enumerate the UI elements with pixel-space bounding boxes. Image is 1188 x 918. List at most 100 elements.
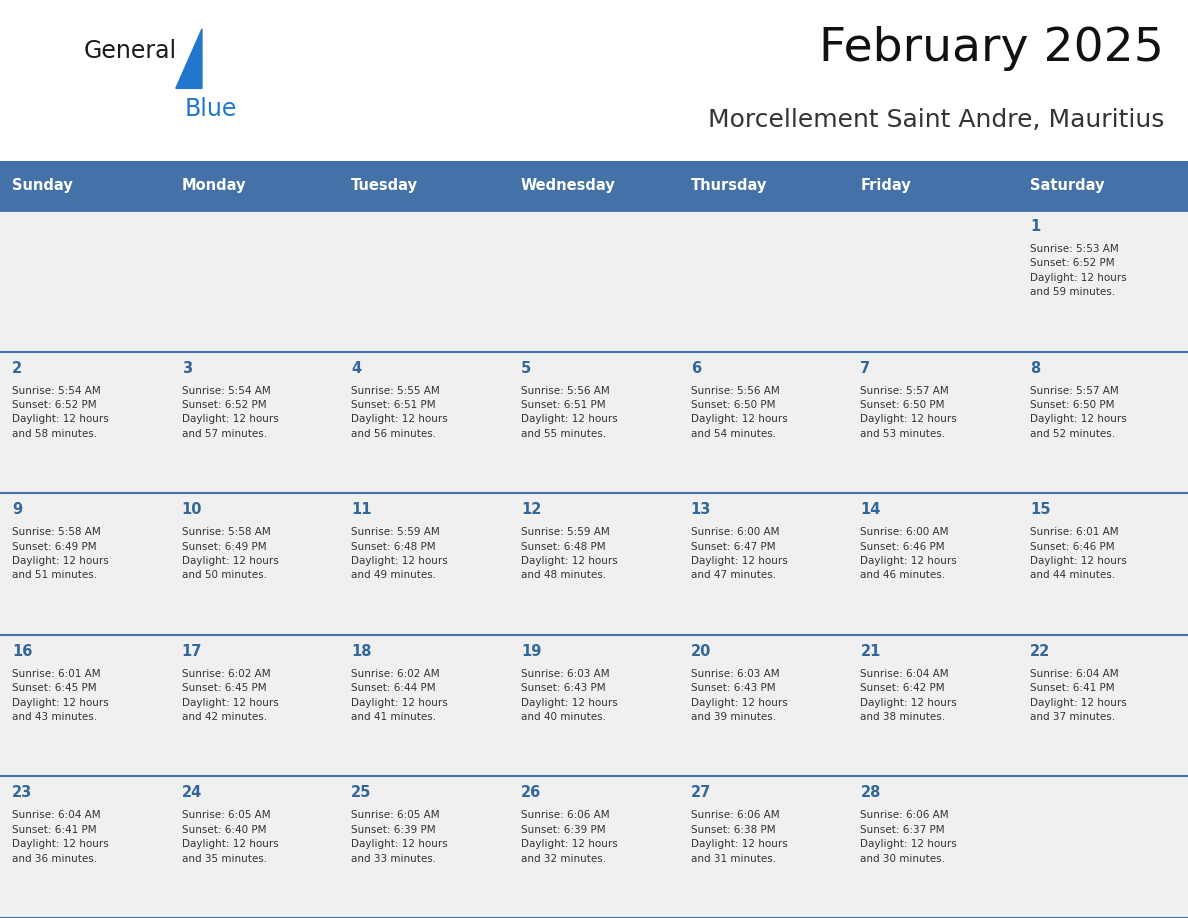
Text: Morcellement Saint Andre, Mauritius: Morcellement Saint Andre, Mauritius	[708, 108, 1164, 132]
Text: 7: 7	[860, 361, 871, 375]
Bar	[678, 210, 848, 352]
Bar	[0, 493, 170, 634]
Text: 26: 26	[522, 786, 542, 800]
Bar	[678, 161, 848, 210]
Text: Sunrise: 6:06 AM
Sunset: 6:38 PM
Daylight: 12 hours
and 31 minutes.: Sunrise: 6:06 AM Sunset: 6:38 PM Dayligh…	[690, 811, 788, 864]
Text: Sunrise: 5:59 AM
Sunset: 6:48 PM
Daylight: 12 hours
and 48 minutes.: Sunrise: 5:59 AM Sunset: 6:48 PM Dayligh…	[522, 527, 618, 580]
Text: 16: 16	[12, 644, 32, 659]
Text: Sunrise: 6:06 AM
Sunset: 6:37 PM
Daylight: 12 hours
and 30 minutes.: Sunrise: 6:06 AM Sunset: 6:37 PM Dayligh…	[860, 811, 958, 864]
Text: Sunrise: 6:00 AM
Sunset: 6:47 PM
Daylight: 12 hours
and 47 minutes.: Sunrise: 6:00 AM Sunset: 6:47 PM Dayligh…	[690, 527, 788, 580]
Bar	[1018, 493, 1188, 634]
Text: Sunrise: 5:55 AM
Sunset: 6:51 PM
Daylight: 12 hours
and 56 minutes.: Sunrise: 5:55 AM Sunset: 6:51 PM Dayligh…	[352, 386, 448, 439]
Text: 14: 14	[860, 502, 880, 517]
Bar	[170, 493, 340, 634]
Bar	[340, 352, 510, 493]
Text: 17: 17	[182, 644, 202, 659]
Text: 25: 25	[352, 786, 372, 800]
Text: Sunrise: 6:03 AM
Sunset: 6:43 PM
Daylight: 12 hours
and 40 minutes.: Sunrise: 6:03 AM Sunset: 6:43 PM Dayligh…	[522, 669, 618, 722]
Bar	[340, 777, 510, 918]
Text: Sunrise: 6:04 AM
Sunset: 6:41 PM
Daylight: 12 hours
and 36 minutes.: Sunrise: 6:04 AM Sunset: 6:41 PM Dayligh…	[12, 811, 108, 864]
Text: Sunrise: 5:56 AM
Sunset: 6:50 PM
Daylight: 12 hours
and 54 minutes.: Sunrise: 5:56 AM Sunset: 6:50 PM Dayligh…	[690, 386, 788, 439]
Text: Sunrise: 6:05 AM
Sunset: 6:39 PM
Daylight: 12 hours
and 33 minutes.: Sunrise: 6:05 AM Sunset: 6:39 PM Dayligh…	[352, 811, 448, 864]
Bar	[848, 161, 1018, 210]
Bar	[848, 210, 1018, 352]
Text: 13: 13	[690, 502, 712, 517]
Polygon shape	[176, 28, 202, 88]
Text: Sunrise: 5:59 AM
Sunset: 6:48 PM
Daylight: 12 hours
and 49 minutes.: Sunrise: 5:59 AM Sunset: 6:48 PM Dayligh…	[352, 527, 448, 580]
Text: Wednesday: Wednesday	[522, 178, 615, 193]
Bar	[1018, 777, 1188, 918]
Text: 18: 18	[352, 644, 372, 659]
Text: Sunrise: 6:05 AM
Sunset: 6:40 PM
Daylight: 12 hours
and 35 minutes.: Sunrise: 6:05 AM Sunset: 6:40 PM Dayligh…	[182, 811, 278, 864]
Text: Sunrise: 6:01 AM
Sunset: 6:45 PM
Daylight: 12 hours
and 43 minutes.: Sunrise: 6:01 AM Sunset: 6:45 PM Dayligh…	[12, 669, 108, 722]
Text: 6: 6	[690, 361, 701, 375]
Bar	[0, 161, 170, 210]
Bar	[0, 352, 170, 493]
Bar	[678, 777, 848, 918]
Text: Tuesday: Tuesday	[352, 178, 418, 193]
Text: 19: 19	[522, 644, 542, 659]
Bar	[510, 493, 678, 634]
Text: 9: 9	[12, 502, 23, 517]
Text: Sunrise: 5:54 AM
Sunset: 6:52 PM
Daylight: 12 hours
and 58 minutes.: Sunrise: 5:54 AM Sunset: 6:52 PM Dayligh…	[12, 386, 108, 439]
Text: Sunrise: 6:04 AM
Sunset: 6:42 PM
Daylight: 12 hours
and 38 minutes.: Sunrise: 6:04 AM Sunset: 6:42 PM Dayligh…	[860, 669, 958, 722]
Text: February 2025: February 2025	[820, 26, 1164, 71]
Text: 3: 3	[182, 361, 191, 375]
Bar	[1018, 634, 1188, 777]
Text: Thursday: Thursday	[690, 178, 767, 193]
Text: Sunrise: 6:04 AM
Sunset: 6:41 PM
Daylight: 12 hours
and 37 minutes.: Sunrise: 6:04 AM Sunset: 6:41 PM Dayligh…	[1030, 669, 1127, 722]
Text: Sunrise: 5:58 AM
Sunset: 6:49 PM
Daylight: 12 hours
and 50 minutes.: Sunrise: 5:58 AM Sunset: 6:49 PM Dayligh…	[182, 527, 278, 580]
Text: 21: 21	[860, 644, 880, 659]
Bar	[170, 161, 340, 210]
Text: 11: 11	[352, 502, 372, 517]
Text: Sunrise: 6:03 AM
Sunset: 6:43 PM
Daylight: 12 hours
and 39 minutes.: Sunrise: 6:03 AM Sunset: 6:43 PM Dayligh…	[690, 669, 788, 722]
Bar	[510, 634, 678, 777]
Bar	[340, 210, 510, 352]
Text: 20: 20	[690, 644, 712, 659]
Text: 12: 12	[522, 502, 542, 517]
Text: 2: 2	[12, 361, 23, 375]
Text: General: General	[83, 39, 176, 63]
Text: Monday: Monday	[182, 178, 246, 193]
Text: Saturday: Saturday	[1030, 178, 1105, 193]
Bar	[1018, 161, 1188, 210]
Bar	[510, 161, 678, 210]
Bar	[1018, 352, 1188, 493]
Bar	[340, 634, 510, 777]
Bar	[678, 634, 848, 777]
Bar	[848, 634, 1018, 777]
Text: Blue: Blue	[184, 97, 236, 121]
Bar	[170, 210, 340, 352]
Bar	[170, 634, 340, 777]
Bar	[340, 493, 510, 634]
Bar	[0, 634, 170, 777]
Text: 28: 28	[860, 786, 880, 800]
Bar	[848, 493, 1018, 634]
Bar	[170, 352, 340, 493]
Text: Friday: Friday	[860, 178, 911, 193]
Bar	[0, 210, 170, 352]
Bar	[848, 352, 1018, 493]
Text: Sunrise: 6:06 AM
Sunset: 6:39 PM
Daylight: 12 hours
and 32 minutes.: Sunrise: 6:06 AM Sunset: 6:39 PM Dayligh…	[522, 811, 618, 864]
Text: 24: 24	[182, 786, 202, 800]
Bar	[0, 777, 170, 918]
Text: 5: 5	[522, 361, 531, 375]
Text: Sunrise: 6:02 AM
Sunset: 6:45 PM
Daylight: 12 hours
and 42 minutes.: Sunrise: 6:02 AM Sunset: 6:45 PM Dayligh…	[182, 669, 278, 722]
Text: Sunrise: 5:57 AM
Sunset: 6:50 PM
Daylight: 12 hours
and 52 minutes.: Sunrise: 5:57 AM Sunset: 6:50 PM Dayligh…	[1030, 386, 1127, 439]
Bar	[510, 777, 678, 918]
Bar	[170, 777, 340, 918]
Bar	[848, 777, 1018, 918]
Text: 10: 10	[182, 502, 202, 517]
Bar	[510, 352, 678, 493]
Text: Sunrise: 5:53 AM
Sunset: 6:52 PM
Daylight: 12 hours
and 59 minutes.: Sunrise: 5:53 AM Sunset: 6:52 PM Dayligh…	[1030, 244, 1127, 297]
Text: Sunrise: 6:00 AM
Sunset: 6:46 PM
Daylight: 12 hours
and 46 minutes.: Sunrise: 6:00 AM Sunset: 6:46 PM Dayligh…	[860, 527, 958, 580]
Text: Sunrise: 5:56 AM
Sunset: 6:51 PM
Daylight: 12 hours
and 55 minutes.: Sunrise: 5:56 AM Sunset: 6:51 PM Dayligh…	[522, 386, 618, 439]
Text: 22: 22	[1030, 644, 1050, 659]
Text: 27: 27	[690, 786, 710, 800]
Text: 4: 4	[352, 361, 361, 375]
Bar	[678, 493, 848, 634]
Text: 23: 23	[12, 786, 32, 800]
Text: Sunrise: 5:54 AM
Sunset: 6:52 PM
Daylight: 12 hours
and 57 minutes.: Sunrise: 5:54 AM Sunset: 6:52 PM Dayligh…	[182, 386, 278, 439]
Text: 1: 1	[1030, 219, 1041, 234]
Bar	[510, 210, 678, 352]
